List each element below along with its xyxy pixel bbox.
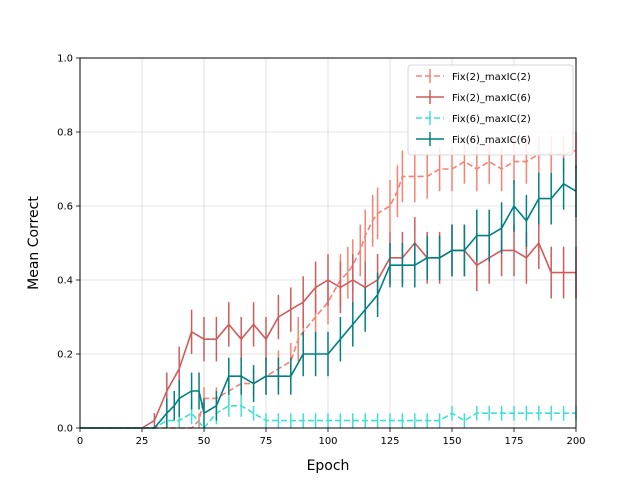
x-tick-label: 75: [260, 436, 273, 447]
x-tick-label: 25: [136, 436, 149, 447]
y-tick-label: 0.8: [57, 128, 73, 139]
series-Fix(6)_maxIC(2): [79, 394, 577, 429]
legend-box: [407, 64, 574, 156]
y-tick-label: 0.2: [57, 350, 73, 361]
y-tick-label: 0.6: [57, 202, 73, 213]
x-tick-label: 175: [504, 436, 523, 447]
series-Fix(6)_maxIC(6): [79, 157, 577, 429]
x-tick-label: 150: [442, 436, 461, 447]
legend-label: Fix(2)_maxIC(6): [452, 93, 531, 104]
legend-label: Fix(6)_maxIC(2): [452, 114, 531, 125]
x-tick-label: 125: [380, 436, 399, 447]
legend: Fix(2)_maxIC(2) Fix(2)_maxIC(6) Fix(6)_max…: [407, 64, 574, 156]
y-tick-label: 0.0: [57, 424, 73, 435]
legend-label: Fix(2)_maxIC(2): [452, 72, 531, 83]
x-tick-label: 50: [198, 436, 211, 447]
legend-item: Fix(2)_maxIC(2): [416, 69, 531, 83]
x-tick-label: 200: [566, 436, 585, 447]
series-group: [79, 132, 577, 429]
x-tick-label: 100: [318, 436, 337, 447]
y-axis-label: Mean Correct: [26, 196, 42, 290]
legend-item: Fix(6)_maxIC(2): [416, 111, 531, 125]
x-tick-label: 0: [77, 436, 83, 447]
legend-label: Fix(6)_maxIC(6): [452, 135, 531, 146]
y-tick-label: 1.0: [57, 54, 73, 65]
plot-area-frame: [79, 57, 577, 429]
y-axis-ticks: 0.0 0.2 0.4 0.6 0.8 1.0: [57, 54, 80, 435]
y-tick-label: 0.4: [57, 276, 73, 287]
legend-item: Fix(2)_maxIC(6): [416, 90, 531, 104]
x-axis-label: Epoch: [307, 458, 350, 474]
x-axis-ticks: 0 25 50 75 100 125 150 175 200: [77, 428, 586, 447]
legend-item: Fix(6)_maxIC(6): [416, 132, 531, 146]
